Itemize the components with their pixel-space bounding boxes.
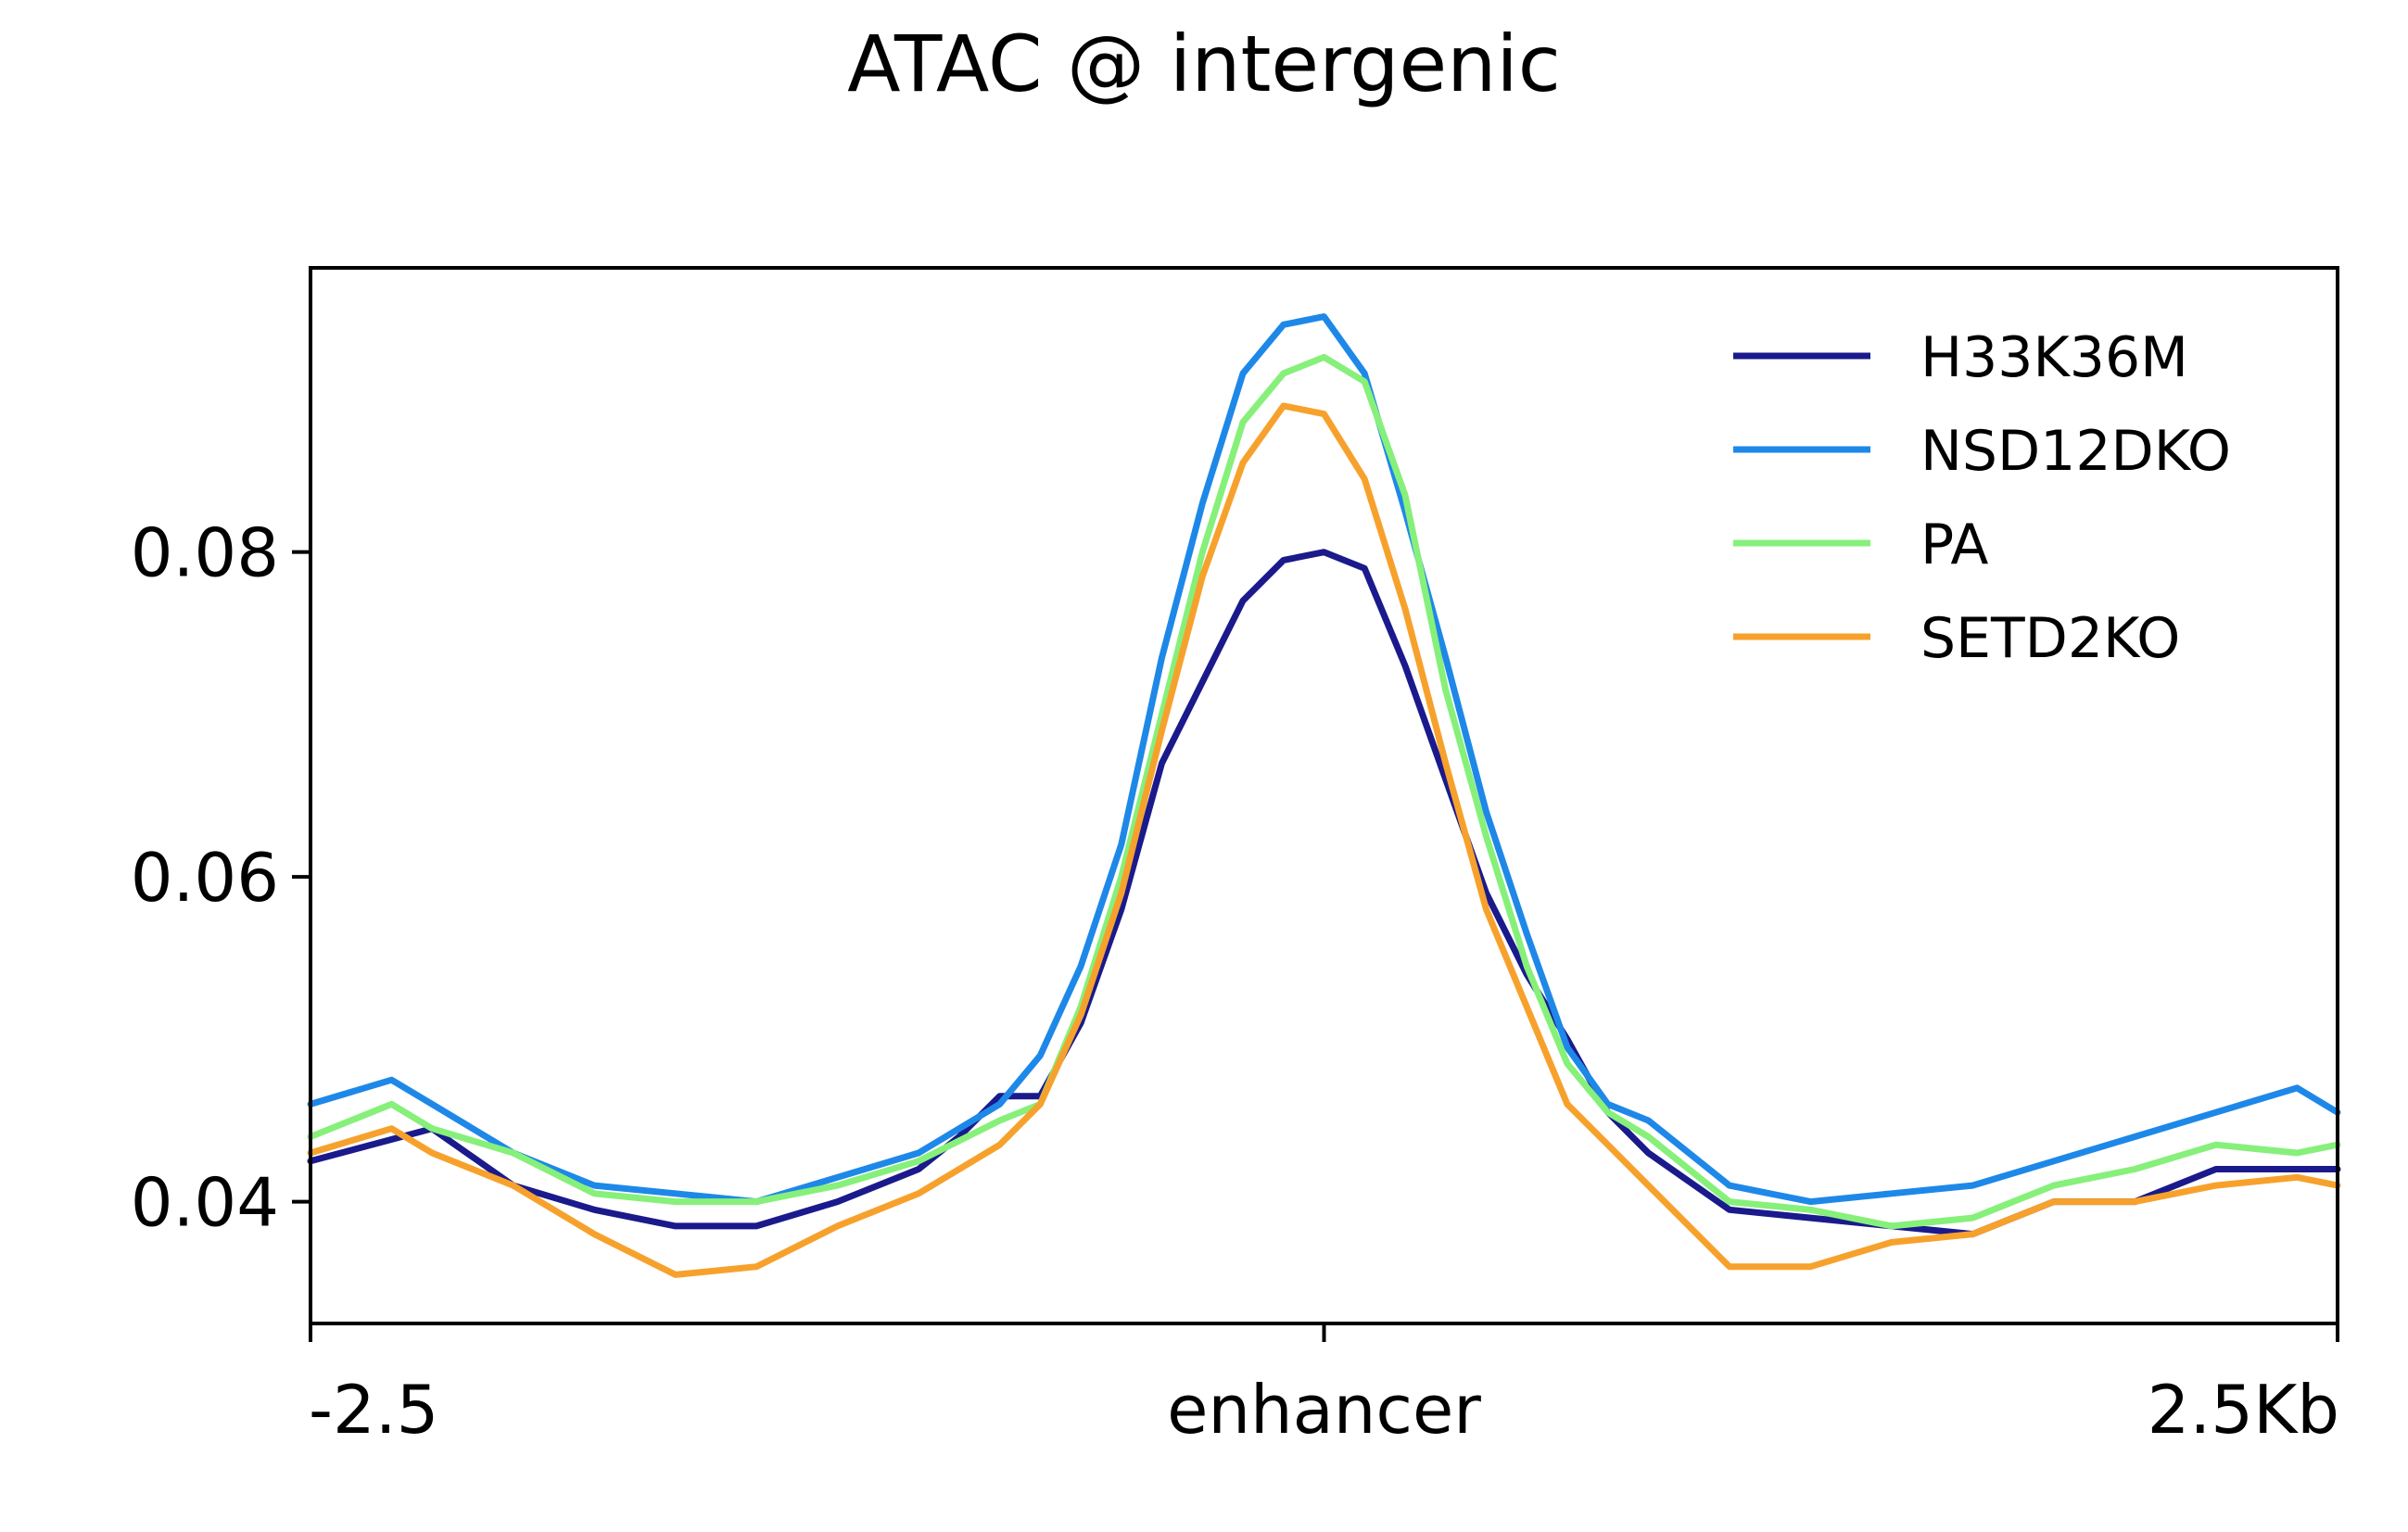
x-tick-label: 2.5Kb bbox=[2148, 1371, 2339, 1449]
y-tick-label: 0.08 bbox=[131, 514, 279, 592]
legend-label-h33k36m: H33K36M bbox=[1920, 325, 2188, 390]
series-line-setd2ko bbox=[307, 402, 2341, 1278]
legend-label-setd2ko: SETD2KO bbox=[1920, 606, 2180, 671]
series-line-pa bbox=[307, 353, 2341, 1230]
x-tick-label: enhancer bbox=[1167, 1371, 1481, 1449]
x-tick-label: -2.5 bbox=[309, 1371, 438, 1449]
chart-title: ATAC @ intergenic bbox=[847, 19, 1561, 109]
series-lines bbox=[307, 313, 2341, 1278]
legend-label-nsd12dko: NSD12DKO bbox=[1920, 419, 2231, 484]
y-tick-label: 0.04 bbox=[131, 1164, 279, 1242]
y-tick-label: 0.06 bbox=[131, 839, 279, 917]
legend-label-pa: PA bbox=[1920, 513, 1988, 577]
legend: H33K36M NSD12DKO PA SETD2KO bbox=[1733, 325, 2231, 671]
series-line-h33k36m bbox=[307, 549, 2341, 1238]
axis-ticks: 0.04 0.06 0.08 -2.5 enhancer 2.5Kb bbox=[131, 514, 2339, 1449]
